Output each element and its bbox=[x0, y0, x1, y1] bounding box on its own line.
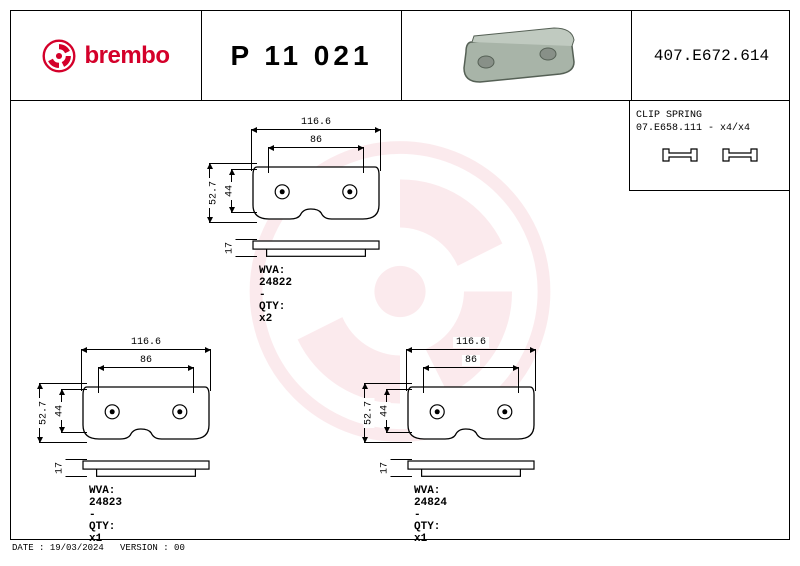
dimension-v: 44 bbox=[225, 169, 239, 213]
drawing-area: 116.6 86 52.7 44 17 WVA: 24822 - QTY: x2… bbox=[11, 101, 631, 541]
pad-3d-preview bbox=[401, 11, 631, 101]
version-label: VERSION : bbox=[120, 543, 169, 553]
dimension-value: 44 bbox=[380, 402, 391, 420]
dimension-h: 86 bbox=[268, 141, 364, 155]
pad-front-icon bbox=[406, 383, 536, 443]
brembo-icon bbox=[42, 39, 76, 73]
revision-box: 407.E672.614 bbox=[631, 11, 791, 101]
wva-label: WVA: 24824 - QTY: x1 bbox=[414, 485, 447, 545]
version-value: 00 bbox=[174, 543, 185, 553]
revision-code: 407.E672.614 bbox=[654, 47, 769, 65]
pad-side bbox=[406, 459, 536, 482]
dimension-v: 17 bbox=[380, 459, 394, 477]
clip-icon bbox=[659, 143, 701, 167]
drawing-frame: brembo P 11 021 407.E672.614 CLIP SPRING… bbox=[10, 10, 790, 540]
header: brembo P 11 021 407.E672.614 bbox=[11, 11, 789, 101]
pad-side-icon bbox=[406, 459, 536, 477]
dimension-value: 86 bbox=[307, 135, 325, 146]
dimension-value: 17 bbox=[55, 459, 66, 477]
pad-front-icon bbox=[81, 383, 211, 443]
dimension-v: 52.7 bbox=[33, 383, 47, 443]
dimension-value: 116.6 bbox=[128, 337, 164, 348]
dimension-h: 86 bbox=[423, 361, 519, 375]
dimension-value: 52.7 bbox=[364, 398, 375, 428]
pad-side bbox=[251, 239, 381, 262]
dimension-value: 44 bbox=[55, 402, 66, 420]
accessory-title: CLIP SPRING bbox=[636, 109, 783, 122]
dimension-v: 52.7 bbox=[203, 163, 217, 223]
pad-side-icon bbox=[81, 459, 211, 477]
brand-logo: brembo bbox=[11, 11, 201, 101]
dimension-value: 44 bbox=[225, 182, 236, 200]
pad-front-icon bbox=[251, 163, 381, 223]
dimension-v: 44 bbox=[55, 389, 69, 433]
part-number: P 11 021 bbox=[230, 40, 372, 72]
dimension-v: 52.7 bbox=[358, 383, 372, 443]
pad-3d-icon bbox=[452, 24, 582, 89]
wva-label: WVA: 24822 - QTY: x2 bbox=[259, 265, 292, 325]
date-label: DATE : bbox=[12, 543, 44, 553]
date-value: 19/03/2024 bbox=[50, 543, 104, 553]
clip-icon bbox=[719, 143, 761, 167]
dimension-value: 116.6 bbox=[453, 337, 489, 348]
dimension-value: 52.7 bbox=[209, 178, 220, 208]
pad-side bbox=[81, 459, 211, 482]
pad-front bbox=[81, 383, 211, 448]
dimension-v: 44 bbox=[380, 389, 394, 433]
footer: DATE : 19/03/2024 VERSION : 00 bbox=[12, 543, 185, 553]
dimension-value: 86 bbox=[137, 355, 155, 366]
dimension-v: 17 bbox=[55, 459, 69, 477]
dimension-value: 86 bbox=[462, 355, 480, 366]
part-number-box: P 11 021 bbox=[201, 11, 401, 101]
wva-label: WVA: 24823 - QTY: x1 bbox=[89, 485, 122, 545]
dimension-v: 17 bbox=[225, 239, 239, 257]
accessory-code: 07.E658.111 - x4/x4 bbox=[636, 122, 783, 135]
pad-side-icon bbox=[251, 239, 381, 257]
dimension-value: 17 bbox=[225, 239, 236, 257]
dimension-value: 116.6 bbox=[298, 117, 334, 128]
brand-text: brembo bbox=[84, 42, 169, 70]
dimension-value: 52.7 bbox=[39, 398, 50, 428]
clip-icons bbox=[636, 143, 783, 167]
pad-front bbox=[406, 383, 536, 448]
accessory-panel: CLIP SPRING 07.E658.111 - x4/x4 bbox=[629, 101, 789, 191]
dimension-value: 17 bbox=[380, 459, 391, 477]
pad-front bbox=[251, 163, 381, 228]
dimension-h: 86 bbox=[98, 361, 194, 375]
